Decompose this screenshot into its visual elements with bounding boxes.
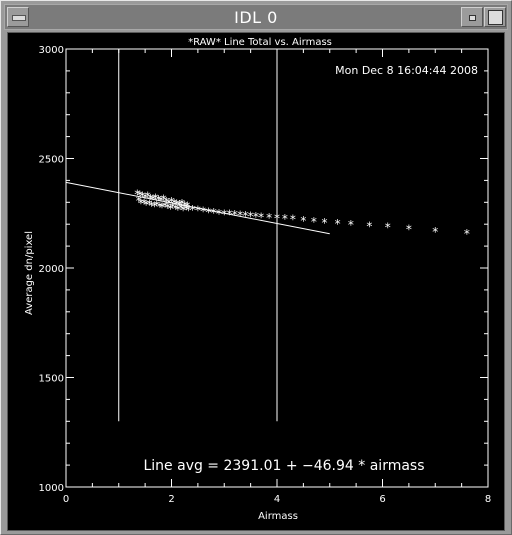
x-tick-label: 4: [274, 494, 280, 505]
data-point: *: [182, 199, 188, 213]
data-point: *: [147, 192, 153, 206]
y-tick-label: 2000: [39, 264, 64, 275]
chart-title: *RAW* Line Total vs. Airmass: [188, 37, 332, 48]
maximize-glyph: [488, 10, 503, 25]
minimize-icon[interactable]: [461, 7, 483, 27]
data-point: *: [159, 201, 165, 215]
data-point: *: [266, 211, 272, 225]
vertical-marker-lines: [118, 49, 278, 422]
data-point: *: [141, 197, 147, 211]
data-point: *: [169, 195, 175, 209]
data-point: *: [161, 192, 167, 206]
data-point: *: [185, 204, 191, 218]
data-point: *: [221, 207, 227, 221]
data-point: *: [432, 225, 438, 239]
data-point: *: [162, 199, 168, 213]
plot-canvas: *RAW* Line Total vs. Airmass Mon Dec 8 1…: [7, 32, 505, 531]
data-point: *: [237, 209, 243, 223]
data-point: *: [366, 219, 372, 233]
chart-svg: *RAW* Line Total vs. Airmass Mon Dec 8 1…: [8, 33, 504, 530]
data-point: *: [253, 210, 259, 224]
data-point: *: [138, 196, 144, 210]
maximize-icon[interactable]: [484, 7, 506, 27]
x-tick-label: 6: [379, 494, 385, 505]
window-title: IDL 0: [234, 8, 278, 27]
data-point: *: [178, 202, 184, 216]
data-point: *: [232, 208, 238, 222]
data-point: *: [150, 192, 156, 206]
title-bar[interactable]: IDL 0: [4, 4, 508, 30]
data-point: *: [183, 202, 189, 216]
timestamp-label: Mon Dec 8 16:04:44 2008: [335, 64, 478, 77]
data-point: *: [248, 209, 254, 223]
y-tick-label: 2500: [39, 155, 64, 166]
data-point: *: [142, 191, 148, 205]
data-point: *: [385, 220, 391, 234]
data-point: *: [179, 197, 185, 211]
data-point: *: [170, 201, 176, 215]
data-point: *: [175, 203, 181, 217]
data-point: *: [146, 197, 152, 211]
plot-background: [8, 33, 504, 530]
data-point: *: [200, 205, 206, 219]
data-point: *: [290, 213, 296, 227]
fit-equation: Line avg = 2391.01 + −46.94 * airmass: [143, 458, 424, 474]
data-point: *: [348, 218, 354, 232]
data-point: *: [174, 197, 180, 211]
data-point: *: [190, 203, 196, 217]
fit-line: [65, 181, 330, 235]
x-tick-label: 8: [485, 494, 491, 505]
data-point: *: [137, 189, 143, 203]
data-point: *: [157, 200, 163, 214]
data-point: *: [136, 194, 142, 208]
data-point: *: [152, 200, 158, 214]
window-menu-bar: [12, 15, 26, 21]
data-point: *: [158, 194, 164, 208]
data-point: *: [274, 212, 280, 226]
window-menu-icon[interactable]: [7, 7, 29, 27]
data-point: *: [148, 199, 154, 213]
data-point: *: [335, 217, 341, 231]
data-point: *: [406, 223, 412, 237]
data-point: *: [155, 193, 161, 207]
x-tick-label: 0: [63, 494, 69, 505]
data-point: *: [134, 188, 140, 202]
data-point: *: [173, 202, 179, 216]
y-tick-label: 1500: [39, 374, 64, 385]
data-point: *: [300, 214, 306, 228]
data-point: *: [242, 209, 248, 223]
data-point: *: [211, 206, 217, 220]
data-point: *: [227, 208, 233, 222]
data-point: *: [184, 200, 190, 214]
data-point: *: [195, 204, 201, 218]
x-axis-label: Airmass: [258, 511, 298, 522]
data-point: *: [171, 197, 177, 211]
data-point: *: [258, 210, 264, 224]
data-point: *: [205, 205, 211, 219]
data-point: *: [282, 212, 288, 226]
tick-labels: 0 2 4 6 8 1000 1500 2000 2500 3000: [39, 45, 492, 505]
data-point: *: [176, 198, 182, 212]
data-point: *: [167, 202, 173, 216]
data-point: *: [164, 201, 170, 215]
data-point: *: [311, 215, 317, 229]
y-tick-label: 3000: [39, 45, 64, 56]
data-point: *: [464, 227, 470, 241]
minimize-glyph: [469, 15, 476, 21]
data-point: *: [145, 190, 151, 204]
y-tick-label: 1000: [39, 483, 64, 494]
data-point: *: [166, 196, 172, 210]
data-point: *: [154, 198, 160, 212]
y-axis-label: Average dn/pixel: [24, 231, 35, 315]
data-point: *: [321, 216, 327, 230]
data-point: *: [163, 195, 169, 209]
data-point: *: [216, 207, 222, 221]
x-tick-label: 2: [168, 494, 174, 505]
data-point: *: [180, 203, 186, 217]
data-point: *: [143, 198, 149, 212]
data-point: *: [139, 190, 145, 204]
data-points: ****************************************…: [134, 188, 470, 241]
data-point: *: [153, 191, 159, 205]
